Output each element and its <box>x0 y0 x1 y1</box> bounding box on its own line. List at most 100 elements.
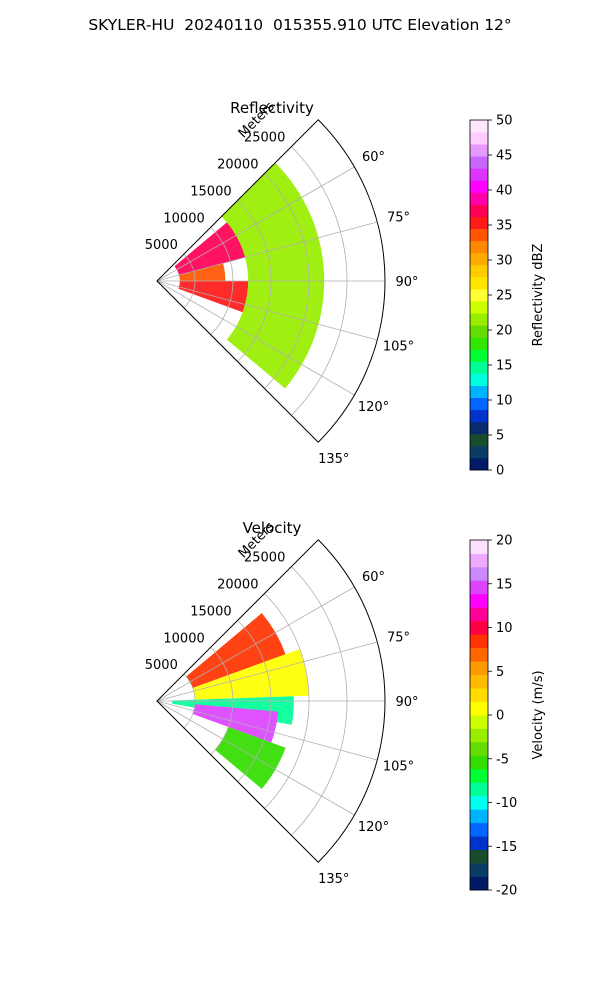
reflectivity-azimuth-gridline <box>156 280 378 341</box>
velocity-field-cell <box>192 649 309 700</box>
colorbar-swatch <box>470 168 488 181</box>
reflectivity-azimuth-gridline <box>156 221 378 282</box>
colorbar-swatch <box>470 553 488 568</box>
colorbar-tick-label: 10 <box>496 394 513 409</box>
velocity-radial-tick-label: 10000 <box>163 631 204 646</box>
colorbar-tick-label: 10 <box>496 621 513 636</box>
colorbar-tick-label: 5 <box>496 665 504 680</box>
colorbar-swatch <box>470 863 488 877</box>
velocity-azimuth-tick-label: 120° <box>358 820 389 835</box>
velocity-panel-title: Velocity <box>243 519 302 537</box>
velocity-panel: 60° 75° 90° 105° 120° 135° 5000 10000 15000 20000… <box>145 519 546 899</box>
colorbar-swatch <box>470 728 488 743</box>
colorbar-swatch <box>470 192 488 205</box>
colorbar-swatch <box>470 216 488 230</box>
colorbar-swatch <box>470 180 488 193</box>
velocity-field-cell <box>192 704 279 743</box>
colorbar-swatch <box>470 782 488 797</box>
colorbar-tick-label: 0 <box>496 464 504 479</box>
colorbar-swatch <box>470 822 488 837</box>
colorbar-tick-label: -20 <box>496 884 517 899</box>
colorbar-swatch <box>470 445 488 459</box>
colorbar-swatch <box>470 421 488 435</box>
velocity-colorbar: -20 -15 -10 -5 0 5 10 15 20 Velocity (m/s) <box>469 534 546 899</box>
velocity-azimuth-gridline <box>156 586 355 702</box>
colorbar-tick-label: 30 <box>496 254 513 269</box>
colorbar-tick-label: -5 <box>496 752 509 767</box>
colorbar-swatch <box>470 688 488 702</box>
colorbar-swatch <box>470 228 488 242</box>
colorbar-swatch <box>470 276 488 290</box>
velocity-azimuth-gridline <box>156 700 378 761</box>
colorbar-swatch <box>470 607 488 622</box>
reflectivity-field <box>174 162 325 389</box>
reflectivity-radial-tick-label: 15000 <box>190 184 231 199</box>
colorbar-swatch <box>470 755 488 770</box>
reflectivity-field-cell <box>179 263 226 281</box>
reflectivity-azimuth-gridline <box>156 166 355 282</box>
reflectivity-azimuth-tick-label: 105° <box>383 340 414 355</box>
colorbar-tick-label: 20 <box>496 324 513 339</box>
colorbar-swatch <box>470 156 488 169</box>
colorbar-swatch <box>470 204 488 217</box>
reflectivity-sector-frame <box>156 119 386 443</box>
colorbar-tick-label: 15 <box>496 359 513 374</box>
colorbar-tick-label: 5 <box>496 429 504 444</box>
colorbar-swatch <box>470 252 488 266</box>
colorbar-swatch <box>470 313 488 326</box>
colorbar-tick-label: -15 <box>496 840 517 855</box>
colorbar-tick-label: 25 <box>496 289 513 304</box>
colorbar-swatch <box>470 580 488 595</box>
colorbar-swatch <box>470 433 488 447</box>
colorbar-swatch <box>470 397 488 411</box>
velocity-radial-tick-label: 25000 <box>244 551 285 566</box>
colorbar-tick-label: 15 <box>496 577 513 592</box>
velocity-radial-tick-label: 20000 <box>217 578 258 593</box>
velocity-azimuth-tick-label: 75° <box>387 630 410 645</box>
colorbar-swatch <box>470 337 488 350</box>
colorbar-tick-label: 20 <box>496 534 513 549</box>
colorbar-swatch <box>470 385 488 398</box>
colorbar-swatch <box>470 349 488 362</box>
colorbar-swatch <box>470 876 488 891</box>
colorbar-swatch <box>470 144 488 157</box>
colorbar-label: Reflectivity dBZ <box>531 244 546 347</box>
colorbar-tick-label: 40 <box>496 184 513 199</box>
velocity-azimuth-tick-label: 60° <box>362 570 385 585</box>
reflectivity-azimuth-tick-label: 90° <box>395 275 418 290</box>
reflectivity-radial-tick-label: 25000 <box>244 131 285 146</box>
velocity-azimuth-tick-label: 135° <box>318 872 349 887</box>
colorbar-swatch <box>470 809 488 824</box>
reflectivity-colorbar: 0 5 10 15 20 25 30 35 40 45 50 Reflectivity dBZ <box>469 114 546 479</box>
colorbar-swatch <box>470 634 488 649</box>
velocity-azimuth-tick-label: 105° <box>383 760 414 775</box>
colorbar-tick-label: 0 <box>496 709 504 724</box>
colorbar-swatch <box>470 593 488 608</box>
colorbar-swatch <box>470 566 488 581</box>
colorbar-swatch <box>470 120 488 133</box>
colorbar-swatch <box>470 741 488 756</box>
reflectivity-radial-tick-label: 20000 <box>217 158 258 173</box>
reflectivity-panel-title: Reflectivity <box>230 99 314 117</box>
velocity-sector-frame <box>156 539 386 863</box>
colorbar-swatch <box>470 264 488 278</box>
colorbar-swatch <box>470 715 488 729</box>
colorbar-swatch <box>470 836 488 851</box>
velocity-field <box>171 613 309 789</box>
colorbar-swatch <box>470 409 488 423</box>
colorbar-swatch <box>470 132 488 145</box>
reflectivity-azimuth-tick-label: 135° <box>318 452 349 467</box>
figure-title: SKYLER-HU 20240110 015355.910 UTC Elevat… <box>88 16 512 34</box>
velocity-field-cell <box>215 726 286 789</box>
velocity-azimuth-gridline <box>156 641 378 702</box>
velocity-radial-tick-label: 15000 <box>190 604 231 619</box>
colorbar-swatch <box>470 701 488 716</box>
colorbar-swatch <box>470 301 488 314</box>
colorbar-tick-label: 45 <box>496 149 513 164</box>
colorbar-swatch <box>470 768 488 783</box>
colorbar-swatch <box>470 849 488 864</box>
colorbar-tick-label: 50 <box>496 114 513 129</box>
reflectivity-azimuth-tick-label: 75° <box>387 210 410 225</box>
reflectivity-radial-tick-label: 10000 <box>163 211 204 226</box>
